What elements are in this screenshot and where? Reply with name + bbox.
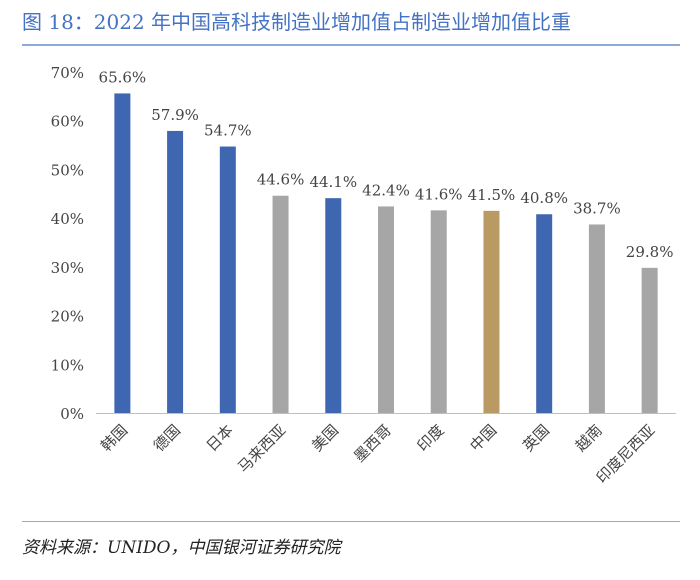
bar-10 <box>588 224 605 413</box>
x-tick-label: 印度 <box>414 421 448 455</box>
value-label: 38.7% <box>573 199 621 217</box>
value-label: 42.4% <box>362 181 410 199</box>
bar-5 <box>325 198 342 413</box>
bar-8 <box>483 210 500 413</box>
x-tick-label: 英国 <box>519 421 553 455</box>
bar-3 <box>219 146 236 413</box>
bar-9 <box>536 214 553 413</box>
value-label: 40.8% <box>520 189 568 207</box>
bars <box>114 93 658 414</box>
chart-title: 图 18：2022 年中国高科技制造业增加值占制造业增加值比重 <box>22 10 572 34</box>
y-tick-label: 10% <box>51 356 84 374</box>
value-label: 29.8% <box>626 243 674 261</box>
value-label: 44.6% <box>257 171 305 189</box>
bar-chart: 0% 10% 20% 30% 40% 50% 60% 70% 65.6% 57.9% 54.7% 4… <box>51 64 676 487</box>
bar-7 <box>430 210 447 413</box>
bar-1 <box>114 93 131 414</box>
bar-2 <box>167 130 184 413</box>
y-tick-label: 20% <box>51 308 84 326</box>
y-tick-label: 50% <box>51 161 84 179</box>
y-tick-label: 0% <box>60 405 84 423</box>
y-tick-label: 70% <box>51 64 84 82</box>
value-labels: 65.6% 57.9% 54.7% 44.6% 44.1% 42.4% 41.6% 41.5%… <box>99 68 674 260</box>
value-label: 54.7% <box>204 122 252 140</box>
x-tick-label: 日本 <box>203 421 237 455</box>
x-tick-label: 马来西亚 <box>234 421 289 476</box>
x-tick-label: 德国 <box>150 421 184 455</box>
bar-6 <box>378 206 394 413</box>
value-label: 41.5% <box>468 186 516 204</box>
x-tick-label: 韩国 <box>97 421 131 455</box>
value-label: 41.6% <box>415 185 463 203</box>
y-tick-label: 40% <box>51 210 84 228</box>
x-tick-label: 美国 <box>308 421 342 455</box>
value-label: 65.6% <box>99 68 147 86</box>
bar-11 <box>641 267 658 413</box>
source-divider <box>22 521 680 522</box>
value-label: 44.1% <box>309 173 357 191</box>
title-divider <box>22 44 680 46</box>
x-tick-label: 中国 <box>466 421 500 455</box>
x-tick-label: 越南 <box>572 421 606 455</box>
y-tick-label: 30% <box>51 259 84 277</box>
y-tick-label: 60% <box>51 113 84 131</box>
y-axis: 0% 10% 20% 30% 40% 50% 60% 70% <box>51 64 84 423</box>
bar-4 <box>272 195 289 413</box>
x-tick-label: 墨西哥 <box>350 421 395 466</box>
value-label: 57.9% <box>151 106 199 124</box>
source-note: 资料来源：UNIDO，中国银河证券研究院 <box>22 538 341 558</box>
